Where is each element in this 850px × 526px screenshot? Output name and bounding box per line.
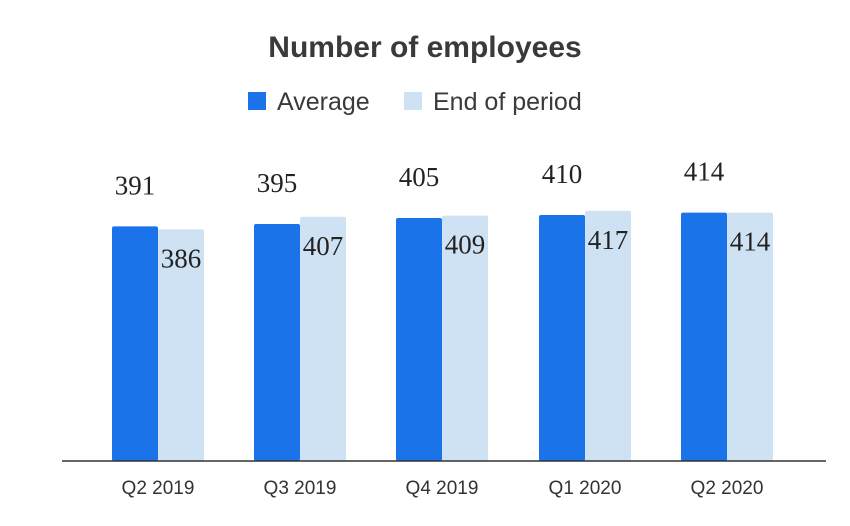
bar-end-of-period-q2-2019: [158, 229, 204, 461]
data-label-end-of-period-q3-2019: 407: [303, 231, 344, 261]
bars-group: [112, 210, 773, 461]
x-tick-labels-group: Q2 2019 Q3 2019 Q4 2019 Q1 2020 Q2 2020: [122, 478, 764, 499]
bar-end-of-period-q3-2019: [300, 216, 346, 461]
data-label-average-q3-2019: 395: [257, 168, 298, 198]
data-label-end-of-period-q1-2020: 417: [588, 225, 629, 255]
data-label-end-of-period-q2-2019: 386: [161, 243, 202, 273]
bar-average-q2-2019: [112, 226, 158, 461]
bar-average-q3-2019: [254, 224, 300, 461]
bar-average-q4-2019: [396, 218, 442, 461]
x-tick-label-q4-2019: Q4 2019: [406, 478, 479, 499]
data-label-average-q2-2019: 391: [115, 170, 156, 200]
chart-title: Number of employees: [268, 31, 581, 64]
bar-average-q1-2020: [539, 215, 585, 461]
x-tick-label-q3-2019: Q3 2019: [264, 478, 337, 499]
x-tick-label-q2-2020: Q2 2020: [691, 478, 764, 499]
bar-average-q2-2020: [681, 212, 727, 461]
legend-label-average: Average: [277, 88, 370, 116]
legend-swatch-average: [248, 92, 266, 110]
legend: Average End of period: [248, 88, 582, 116]
data-label-end-of-period-q4-2019: 409: [445, 230, 486, 260]
data-label-average-q1-2020: 410: [542, 159, 583, 189]
bar-end-of-period-q2-2020: [727, 212, 773, 461]
legend-label-end-of-period: End of period: [433, 88, 582, 116]
bar-end-of-period-q4-2019: [442, 215, 488, 461]
x-tick-label-q1-2020: Q1 2020: [549, 478, 622, 499]
data-label-average-q2-2020: 414: [684, 157, 725, 187]
legend-swatch-end-of-period: [404, 92, 422, 110]
data-labels-group: 391 386 395 407 405 409 410 417 414 414: [115, 157, 771, 274]
data-label-end-of-period-q2-2020: 414: [730, 227, 771, 257]
data-label-average-q4-2019: 405: [399, 162, 440, 192]
bar-end-of-period-q1-2020: [585, 210, 631, 461]
x-tick-label-q2-2019: Q2 2019: [122, 478, 195, 499]
